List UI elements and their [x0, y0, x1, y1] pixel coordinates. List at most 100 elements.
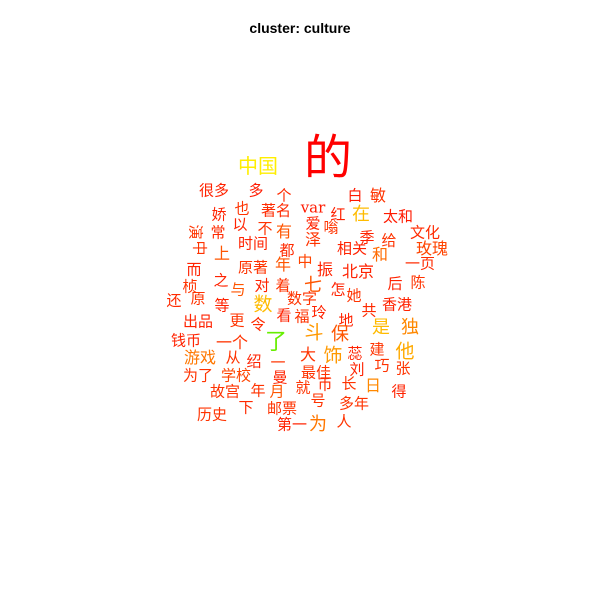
word-cloud-word: 嗡 [323, 218, 339, 237]
word-cloud-word: 中国 [238, 154, 278, 178]
word-cloud-word: 上 [213, 244, 231, 263]
word-cloud-word: 相关 [336, 239, 368, 258]
word-cloud-word: 原著 [237, 258, 269, 277]
word-cloud-word: 下 [238, 398, 254, 417]
word-cloud-word: 着 [275, 276, 291, 295]
word-cloud-word: 历史 [196, 405, 228, 424]
word-cloud-word: 曼 [272, 368, 288, 387]
word-cloud-word: 桢 [182, 277, 198, 296]
word-cloud-word: 就 [295, 378, 311, 397]
word-cloud-word: 多 [248, 181, 264, 200]
word-cloud-word: 之 [213, 271, 229, 290]
word-cloud-word: 建 [369, 340, 385, 359]
word-cloud-word: 看 [276, 306, 292, 325]
word-cloud-word: 和 [371, 245, 389, 264]
word-cloud-word: 故宫 [209, 382, 241, 401]
word-cloud-word: 币 [317, 375, 333, 394]
word-cloud-word: 与 [230, 280, 246, 299]
word-cloud-word: 年 [250, 381, 266, 400]
word-cloud-word: 个 [276, 186, 292, 205]
word-cloud-word: 出品 [182, 312, 214, 331]
word-cloud-word: 白 [347, 186, 363, 205]
word-cloud-word: 蕊 [347, 344, 363, 363]
word-cloud-word: 还 [166, 291, 182, 310]
word-cloud-word: 玲 [311, 303, 327, 322]
word-cloud-word: 一个 [215, 333, 249, 352]
word-cloud-word: 泽 [304, 230, 322, 249]
word-cloud-word: 敏 [369, 186, 387, 205]
word-cloud-word: 以 [232, 215, 248, 234]
word-cloud-word: 太和 [382, 207, 414, 226]
word-cloud-word: 数 [253, 293, 273, 316]
word-cloud-word: 绍 [246, 352, 262, 371]
word-cloud-word: 演 [186, 224, 205, 240]
word-cloud-word: 的 [303, 130, 353, 186]
word-cloud-word: 后 [387, 274, 403, 293]
word-cloud-word: 人 [336, 412, 352, 431]
word-cloud-word: 学校 [220, 366, 252, 385]
word-cloud-word: 了 [264, 330, 288, 355]
word-cloud-word: 中 [190, 240, 209, 256]
word-cloud-word: 福 [294, 307, 310, 326]
word-cloud-word: 爱 [305, 214, 321, 233]
word-cloud-word: 得 [391, 382, 407, 401]
word-cloud-word: 娇 [211, 205, 227, 224]
word-cloud-word: 年 [274, 255, 292, 274]
word-cloud-word: 中 [297, 252, 313, 271]
word-cloud-word: 为 [309, 414, 327, 435]
word-cloud-word: 独 [401, 317, 419, 338]
word-cloud-word: 给 [381, 231, 397, 250]
word-cloud-word: 保 [331, 324, 349, 345]
word-cloud-word: 数字 [286, 289, 318, 308]
word-cloud-word: 长 [341, 374, 357, 393]
word-cloud-word: 文化 [409, 223, 441, 242]
word-cloud-word: 斗 [304, 321, 324, 344]
word-cloud-word: 在 [352, 204, 370, 225]
word-cloud-word: 陈 [410, 273, 426, 292]
word-cloud-word: 振 [316, 260, 334, 279]
word-cloud-word: 对 [254, 276, 270, 295]
word-cloud-word: 为了 [182, 366, 214, 385]
word-cloud-word: 原 [190, 289, 206, 308]
word-cloud-word: 大 [299, 345, 317, 364]
word-cloud-word: 时间 [237, 234, 269, 253]
word-cloud-word: 红 [330, 205, 346, 224]
word-cloud-word: 常 [210, 223, 226, 242]
word-cloud-word: 都 [279, 241, 295, 260]
figure-title: cluster: culture [249, 20, 351, 36]
word-cloud-word: 刘 [349, 360, 365, 379]
word-cloud-word: 怎 [330, 280, 346, 299]
word-cloud-word: 饰 [323, 344, 343, 367]
word-cloud-word: 地 [338, 311, 354, 330]
word-cloud-word: 更 [229, 311, 245, 330]
word-cloud-word: 张 [395, 359, 411, 378]
word-cloud-word: 而 [186, 260, 202, 279]
word-cloud-word: 她 [346, 286, 362, 305]
word-cloud-word: 巧 [374, 356, 390, 375]
word-cloud-word: 一页 [404, 254, 436, 273]
word-cloud-word: 季 [359, 228, 375, 247]
word-cloud-word: 多年 [338, 394, 370, 413]
word-cloud-word: 月 [269, 382, 285, 401]
word-cloud-word: 是 [372, 317, 390, 338]
word-cloud-word: 著名 [260, 201, 292, 220]
word-cloud-word: 共 [361, 301, 377, 320]
word-cloud-word: 不 [257, 219, 273, 238]
word-cloud-word: 游戏 [183, 348, 217, 367]
word-cloud-word: 七 [304, 275, 322, 296]
word-cloud-word: 一 [270, 353, 286, 372]
word-cloud-word: 日 [364, 376, 382, 395]
word-cloud-word: 第一 [276, 415, 308, 434]
word-cloud-word: 很多 [198, 181, 230, 200]
word-cloud-word: 北京 [341, 262, 375, 281]
word-cloud-word: 邮票 [266, 399, 298, 418]
word-cloud-word: 钱币 [170, 331, 202, 350]
word-cloud-word: 号 [310, 391, 326, 410]
word-cloud-word: 也 [234, 199, 250, 218]
word-cloud-word: 香港 [381, 295, 413, 314]
word-cloud-word: 从 [225, 348, 241, 367]
word-cloud-word: 令 [250, 315, 266, 334]
word-cloud-word: 有 [275, 222, 293, 241]
